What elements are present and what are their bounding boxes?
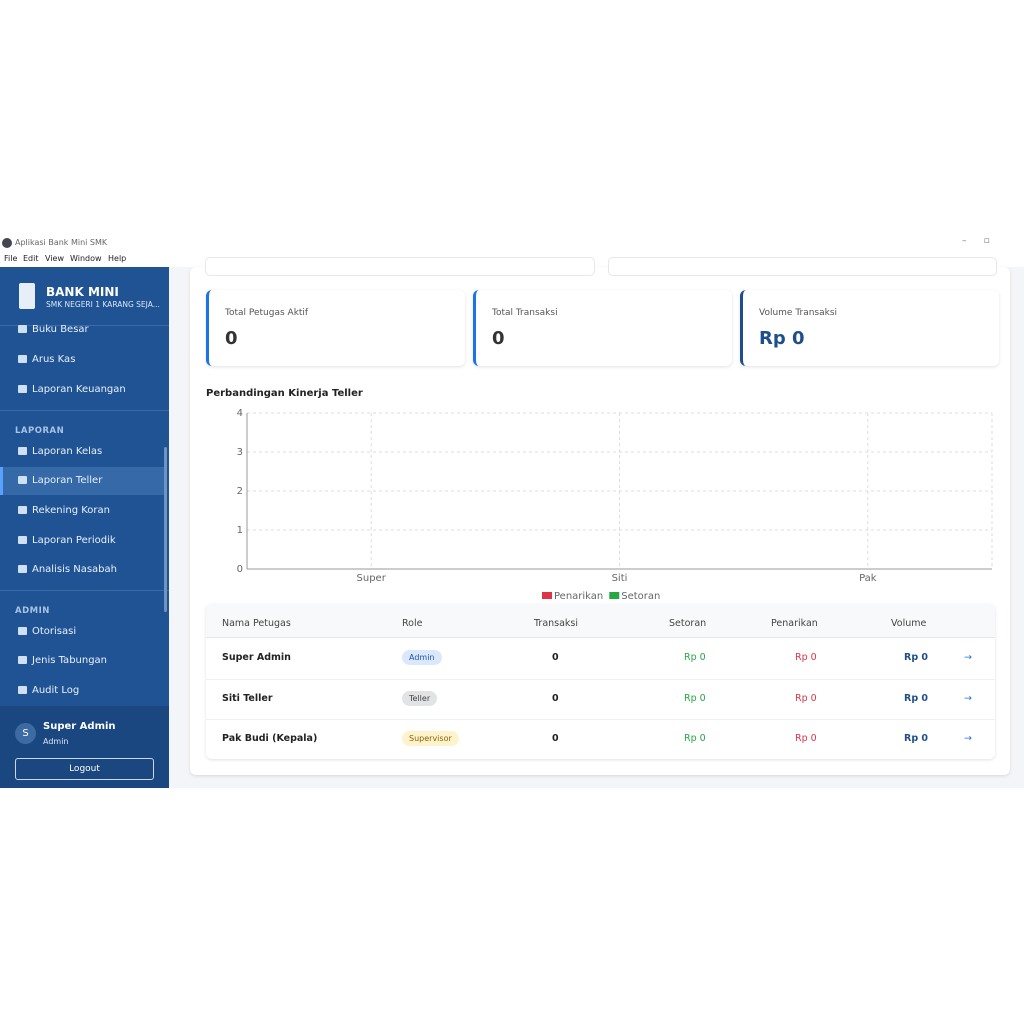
school: SMK NEGERI 1 KARANG SEJA... [46, 300, 160, 309]
x-tick-label: Super [357, 573, 387, 584]
nav-item[interactable]: Laporan Teller [18, 475, 102, 486]
stat-label: Total Transaksi [492, 308, 558, 318]
table-cell: Rp 0 [684, 652, 706, 663]
table-header: Transaksi [534, 618, 579, 629]
nav-item[interactable]: Arus Kas [18, 354, 75, 365]
menu-item[interactable]: Help [108, 254, 127, 263]
logout-button[interactable]: Logout [15, 758, 154, 780]
card-partial [608, 257, 997, 276]
nav-item[interactable]: Laporan Keuangan [18, 384, 126, 395]
stat-label: Total Petugas Aktif [225, 308, 309, 318]
table-cell: 0 [552, 692, 559, 704]
user-name: Super Admin [43, 721, 116, 732]
table-cell: 0 [552, 733, 559, 744]
table-header: Volume [891, 618, 927, 629]
menu-item[interactable]: View [45, 254, 64, 263]
divider [0, 590, 169, 591]
user-role: Admin [43, 737, 69, 746]
table-cell: Rp 0 [904, 733, 929, 744]
stat-value: 0 [225, 328, 238, 349]
table-header: Setoran [669, 618, 707, 629]
x-tick-label: Pak [859, 573, 877, 584]
y-tick-label: 1 [237, 525, 243, 536]
nav-item[interactable]: Laporan Periodik [18, 535, 116, 546]
app-icon [2, 238, 12, 248]
nav-item[interactable]: Buku Besar [18, 324, 89, 335]
chart: 0 1 2 3 4 Super Siti Pak Penarikan Setoran [237, 408, 993, 602]
card-partial [205, 257, 595, 276]
table-cell: 0 [552, 652, 559, 663]
table-cell: Super Admin [222, 652, 291, 663]
avatar: S [15, 723, 36, 744]
section-title: LAPORAN [15, 426, 65, 436]
stat-value: Rp 0 [759, 328, 805, 349]
teller-table: Nama Petugas Role Transaksi Setoran Penarika… [206, 604, 995, 759]
chart-title: Perbandingan Kinerja Teller [206, 388, 363, 399]
table-cell: Rp 0 [684, 733, 706, 744]
row-action[interactable]: → [964, 692, 972, 704]
scrollbar [164, 447, 167, 612]
table-header: Nama Petugas [222, 618, 291, 629]
x-tick-label: Siti [612, 573, 628, 584]
role-badge: Supervisor [402, 731, 459, 746]
legend-swatch [609, 592, 620, 599]
row-divider [206, 719, 995, 720]
stat-card: Volume Transaksi Rp 0 [740, 290, 999, 366]
nav-item[interactable]: Audit Log [18, 685, 79, 696]
nav-item[interactable]: Rekening Koran [18, 505, 110, 516]
table-cell: Rp 0 [795, 652, 817, 663]
brand-logo [19, 283, 35, 309]
table-cell: Rp 0 [795, 733, 817, 744]
y-tick-label: 2 [237, 486, 243, 497]
table-cell: Rp 0 [904, 692, 929, 704]
section-title: ADMIN [15, 606, 50, 616]
table-header-bg [206, 604, 995, 638]
table-cell: Siti Teller [222, 692, 273, 704]
table-cell: Rp 0 [684, 692, 706, 704]
stat-card: Total Transaksi 0 [473, 290, 732, 366]
divider [0, 410, 169, 411]
role-badge: Admin [402, 650, 442, 665]
nav-item[interactable]: Jenis Tabungan [18, 655, 107, 666]
stat-value: 0 [492, 328, 505, 349]
y-tick-label: 3 [237, 447, 243, 458]
row-action[interactable]: → [964, 652, 972, 663]
legend-label: Setoran [621, 591, 660, 602]
menu-item[interactable]: Edit [23, 254, 39, 263]
nav-item[interactable]: Laporan Kelas [18, 446, 102, 457]
sidebar: BANK MINI SMK NEGERI 1 KARANG SEJA... S … [0, 267, 169, 788]
legend-swatch [542, 592, 552, 599]
menu-item[interactable]: File [4, 254, 18, 263]
nav-item[interactable]: Otorisasi [18, 626, 76, 637]
y-tick-label: 0 [237, 564, 243, 575]
role-badge: Teller [402, 690, 438, 706]
window-controls[interactable]: – ▫ [962, 236, 990, 246]
table-header: Penarikan [771, 618, 818, 629]
y-tick-label: 4 [237, 408, 243, 419]
table-cell: Pak Budi (Kepala) [222, 733, 318, 744]
table-cell: Rp 0 [795, 692, 817, 704]
nav-item[interactable]: Analisis Nasabah [18, 564, 117, 575]
table-header: Role [402, 618, 423, 629]
table-cell: Rp 0 [904, 652, 929, 663]
menu-item[interactable]: Window [70, 254, 102, 263]
row-divider [206, 678, 995, 680]
stat-card: Total Petugas Aktif 0 [206, 290, 465, 366]
stat-label: Volume Transaksi [759, 308, 838, 318]
brand: BANK MINI [46, 285, 119, 299]
row-action[interactable]: → [964, 733, 972, 744]
user-panel: S Super Admin Admin Logout [0, 706, 169, 788]
legend-label: Penarikan [554, 591, 603, 602]
window-title: Aplikasi Bank Mini SMK [15, 238, 108, 247]
